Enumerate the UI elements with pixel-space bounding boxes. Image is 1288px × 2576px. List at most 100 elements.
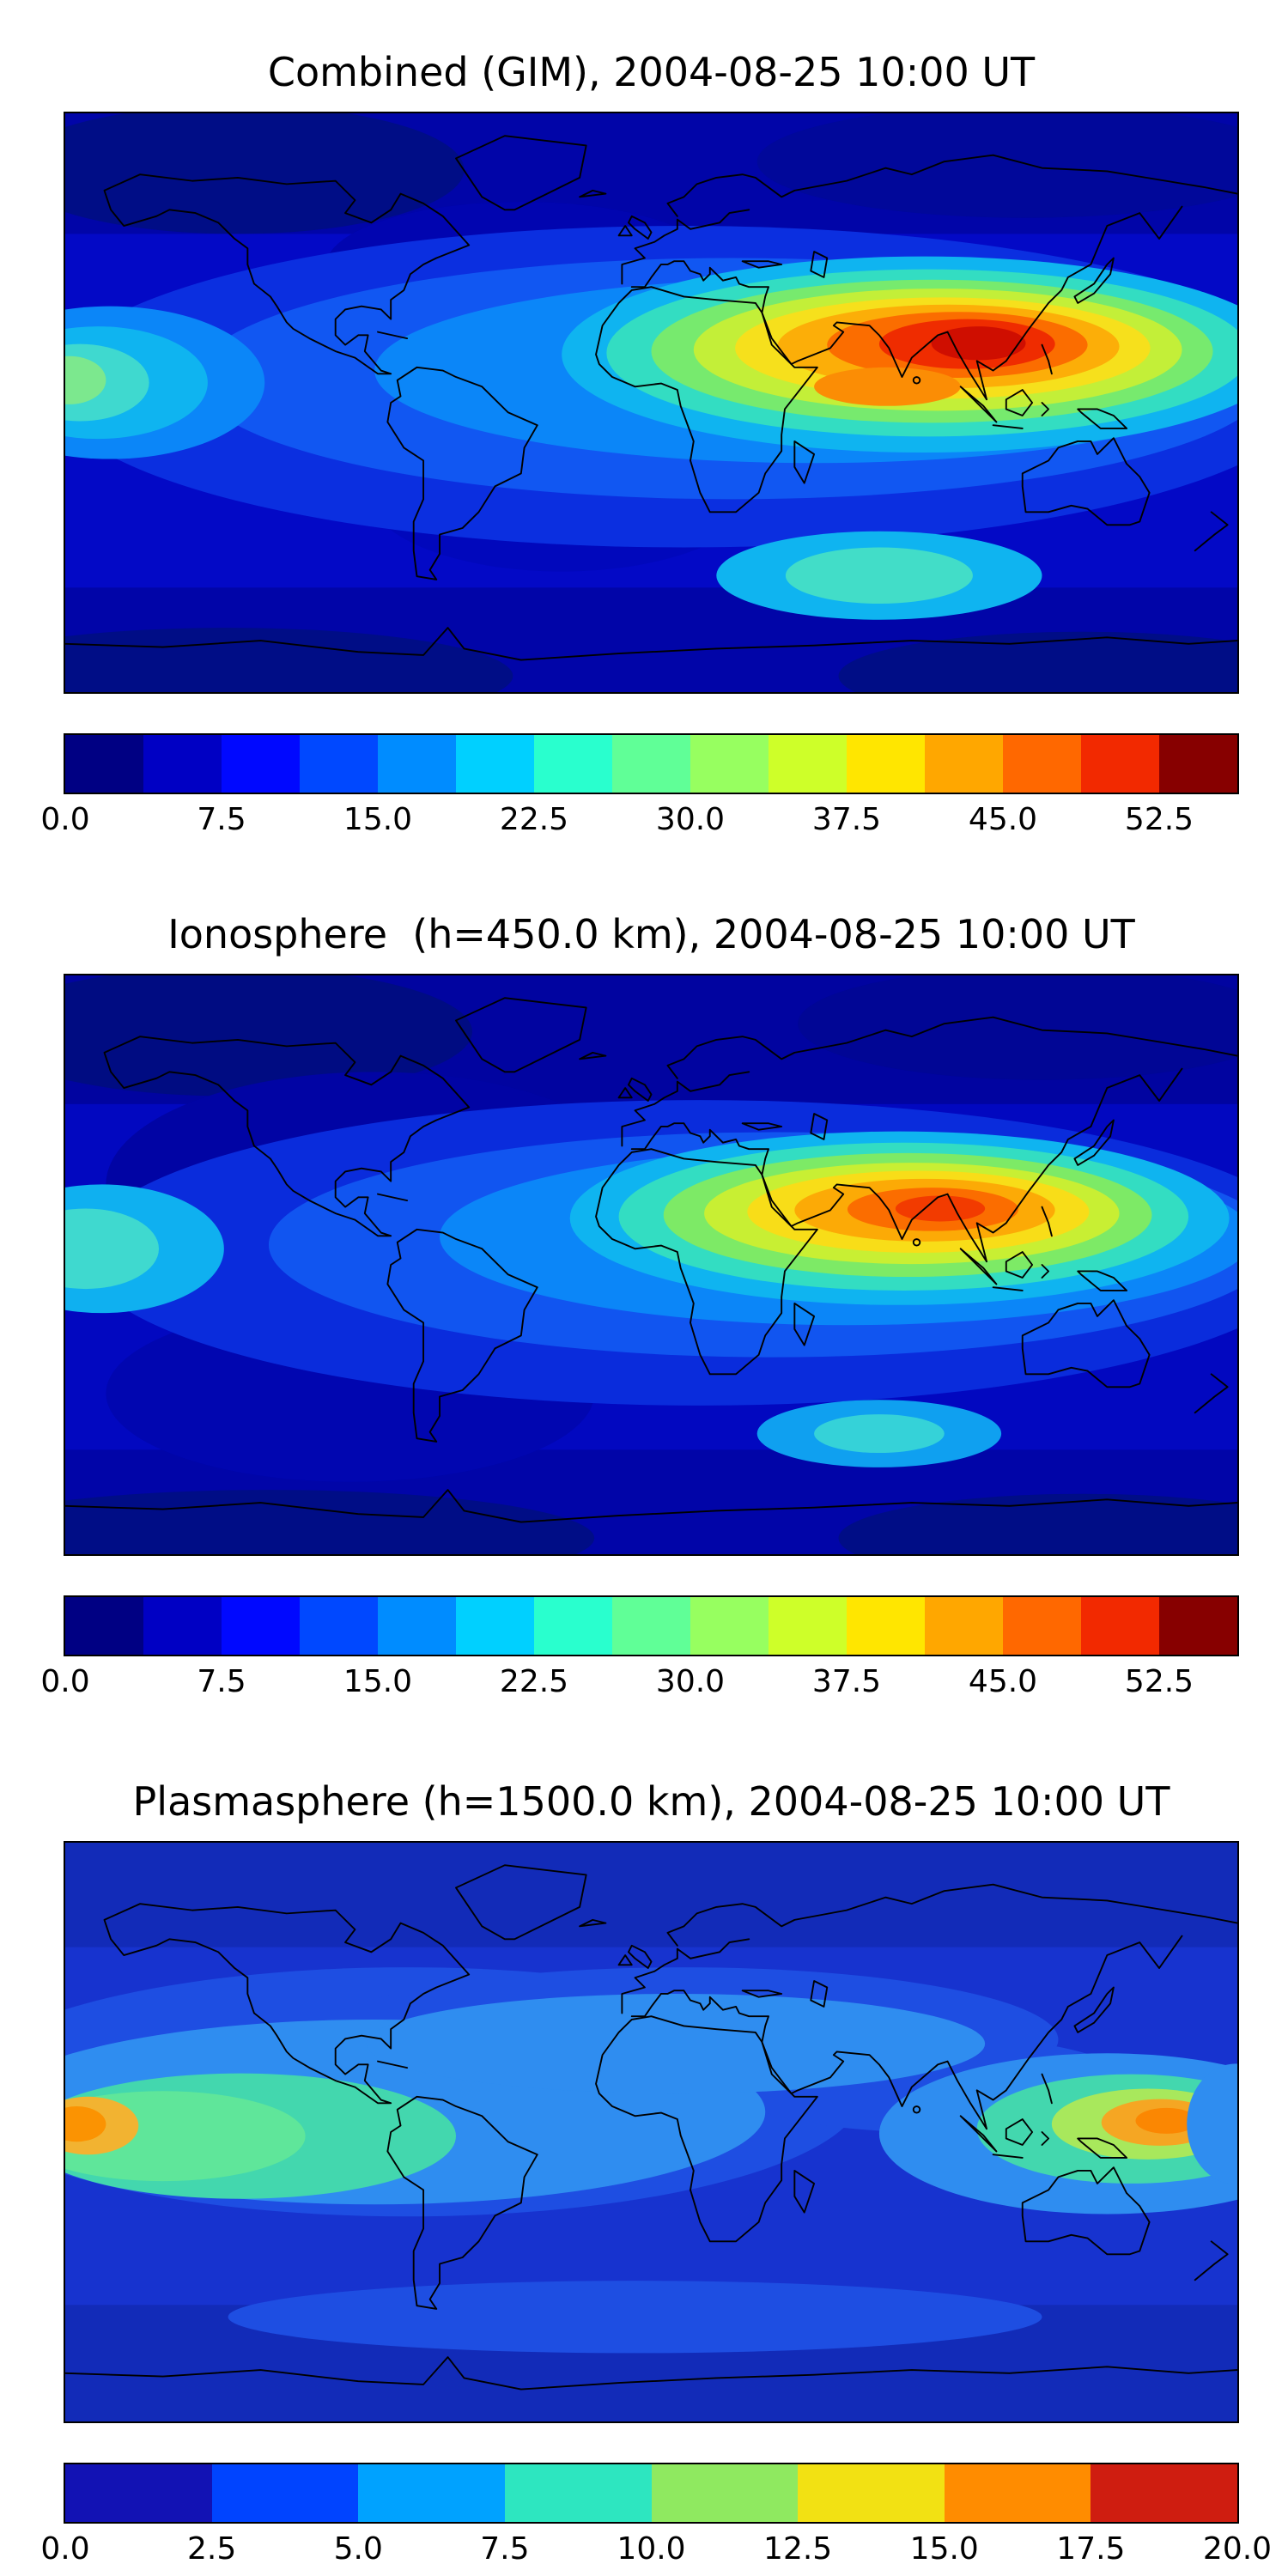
world-map-plasmasphere xyxy=(64,1841,1239,2423)
colorbar-segment xyxy=(534,735,612,793)
colorbar-segment xyxy=(1081,735,1159,793)
colorbar-segment xyxy=(612,1597,690,1655)
contour-fill-region xyxy=(895,1195,986,1222)
colorbar-segment xyxy=(1003,1597,1081,1655)
colorbar-plasmasphere xyxy=(64,2463,1239,2524)
colorbar-segment xyxy=(504,2464,652,2522)
colorbar-segment xyxy=(456,735,534,793)
colorbar-tick-label: 52.5 xyxy=(1124,1664,1194,1699)
colorbar-segment xyxy=(211,2464,359,2522)
contour-fill-region xyxy=(65,355,106,404)
panel-title-ionosphere: Ionosphere (h=450.0 km), 2004-08-25 10:0… xyxy=(167,911,1135,957)
contour-fill-region xyxy=(756,113,1237,218)
colorbar-ticks-combined: 0.0 7.5 15.0 22.5 30.0 37.5 45.0 52.5 xyxy=(40,801,1239,841)
panel-title-plasmasphere: Plasmasphere (h=1500.0 km), 2004-08-25 1… xyxy=(132,1778,1170,1825)
contour-map-svg xyxy=(65,113,1237,692)
contour-fill-region xyxy=(65,1490,595,1554)
colorbar-tick-label: 20.0 xyxy=(1202,2531,1273,2567)
colorbar-segment xyxy=(1091,2464,1237,2522)
colorbar-segment xyxy=(798,2464,945,2522)
colorbar-segment xyxy=(847,1597,925,1655)
colorbar-segment xyxy=(65,1597,143,1655)
colorbar-segment xyxy=(944,2464,1091,2522)
panel-title-combined: Combined (GIM), 2004-08-25 10:00 UT xyxy=(267,49,1036,95)
colorbar-segment xyxy=(612,735,690,793)
colorbar-segment xyxy=(300,1597,378,1655)
colorbar-segment xyxy=(769,735,847,793)
colorbar-segment xyxy=(358,2464,505,2522)
colorbar-tick-label: 30.0 xyxy=(655,802,726,837)
colorbar-segment xyxy=(690,735,769,793)
contour-fill-region xyxy=(1187,2063,1237,2184)
colorbar-segment xyxy=(222,735,300,793)
colorbar-segment xyxy=(456,1597,534,1655)
contour-fill-region xyxy=(838,1493,1237,1554)
colorbar-segment xyxy=(1159,1597,1237,1655)
colorbar-combined xyxy=(64,733,1239,794)
colorbar-tick-label: 12.5 xyxy=(763,2531,833,2567)
colorbar-tick-label: 0.0 xyxy=(40,1664,90,1699)
contour-fill-region xyxy=(65,975,472,1097)
colorbar-segment xyxy=(300,735,378,793)
colorbar-tick-label: 45.0 xyxy=(968,802,1038,837)
contour-map-svg xyxy=(65,975,1237,1554)
colorbar-segment xyxy=(651,2464,799,2522)
colorbar-tick-label: 0.0 xyxy=(40,802,90,837)
colorbar-tick-label: 7.5 xyxy=(197,802,246,837)
panel-ionosphere: Ionosphere (h=450.0 km), 2004-08-25 10:0… xyxy=(40,911,1239,1703)
contour-map-svg xyxy=(65,1843,1237,2421)
colorbar-tick-label: 37.5 xyxy=(811,1664,882,1699)
colorbar-segment xyxy=(1003,735,1081,793)
colorbar-tick-label: 22.5 xyxy=(499,802,569,837)
colorbar-tick-label: 7.5 xyxy=(197,1664,246,1699)
colorbar-segment xyxy=(378,735,456,793)
contour-fill-region xyxy=(1135,2107,1198,2134)
colorbar-tick-label: 45.0 xyxy=(968,1664,1038,1699)
colorbar-tick-label: 15.0 xyxy=(343,1664,413,1699)
contour-fill-region xyxy=(814,367,961,406)
colorbar-tick-label: 2.5 xyxy=(186,2531,237,2567)
contour-fill-region xyxy=(814,1414,945,1454)
contour-fill-region xyxy=(798,975,1237,1080)
colorbar-segment xyxy=(1081,1597,1159,1655)
colorbar-tick-label: 15.0 xyxy=(909,2531,979,2567)
colorbar-tick-label: 15.0 xyxy=(343,802,413,837)
colorbar-segment xyxy=(690,1597,769,1655)
colorbar-segment xyxy=(769,1597,847,1655)
colorbar-segment xyxy=(925,1597,1003,1655)
colorbar-segment xyxy=(847,735,925,793)
colorbar-tick-label: 5.0 xyxy=(333,2531,383,2567)
contour-fill-region xyxy=(65,1208,159,1290)
contour-fill-region xyxy=(785,547,973,605)
contour-fill-region xyxy=(65,628,513,692)
colorbar-tick-label: 0.0 xyxy=(40,2531,90,2567)
colorbar-ticks-plasmasphere: 0.0 2.5 5.0 7.5 10.0 12.5 15.0 17.5 20.0 xyxy=(40,2530,1272,2570)
contour-fill-region xyxy=(65,1843,1237,1947)
colorbar-tick-label: 17.5 xyxy=(1056,2531,1126,2567)
colorbar-tick-label: 7.5 xyxy=(480,2531,530,2567)
colorbar-segment xyxy=(65,2464,212,2522)
colorbar-ionosphere xyxy=(64,1595,1239,1656)
colorbar-segment xyxy=(1159,735,1237,793)
colorbar-segment xyxy=(143,1597,222,1655)
colorbar-tick-label: 37.5 xyxy=(811,802,882,837)
contour-fill-region xyxy=(228,2281,1042,2354)
contour-fill-region xyxy=(931,326,1026,361)
colorbar-segment xyxy=(143,735,222,793)
world-map-ionosphere xyxy=(64,974,1239,1556)
contour-fill-region xyxy=(65,2106,106,2142)
colorbar-tick-label: 10.0 xyxy=(617,2531,686,2567)
contour-fill-region xyxy=(838,631,1237,692)
colorbar-segment xyxy=(65,735,143,793)
colorbar-tick-label: 22.5 xyxy=(499,1664,569,1699)
colorbar-tick-label: 52.5 xyxy=(1124,802,1194,837)
colorbar-ticks-ionosphere: 0.0 7.5 15.0 22.5 30.0 37.5 45.0 52.5 xyxy=(40,1663,1239,1703)
colorbar-tick-label: 30.0 xyxy=(655,1664,726,1699)
contour-fill-region xyxy=(366,1993,986,2094)
panel-plasmasphere: Plasmasphere (h=1500.0 km), 2004-08-25 1… xyxy=(40,1778,1272,2570)
panel-combined-gim: Combined (GIM), 2004-08-25 10:00 UT 0.0 7… xyxy=(40,49,1239,841)
contour-fill-region xyxy=(65,113,465,234)
colorbar-segment xyxy=(534,1597,612,1655)
colorbar-segment xyxy=(925,735,1003,793)
colorbar-segment xyxy=(222,1597,300,1655)
